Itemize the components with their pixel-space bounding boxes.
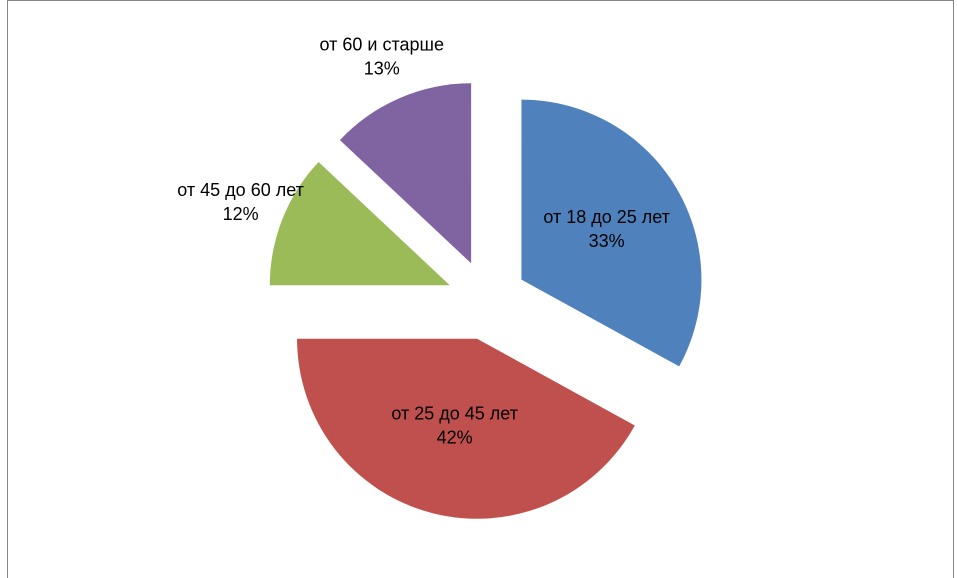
slice-value-label: 33% — [589, 231, 625, 251]
pie-slice — [521, 99, 702, 367]
slice-value-label: 13% — [364, 59, 400, 79]
slice-label: от 60 и старше — [320, 35, 444, 55]
slice-label: от 45 до 60 лет — [177, 180, 304, 200]
slice-value-label: 42% — [437, 428, 473, 448]
slice-value-label: 12% — [223, 204, 259, 224]
pie-slice — [297, 338, 635, 519]
slice-label: от 25 до 45 лет — [391, 404, 518, 424]
pie-slice — [339, 83, 472, 264]
slice-label: от 18 до 25 лет — [543, 207, 670, 227]
chart-border — [7, 0, 954, 578]
pie-slice — [269, 162, 450, 286]
